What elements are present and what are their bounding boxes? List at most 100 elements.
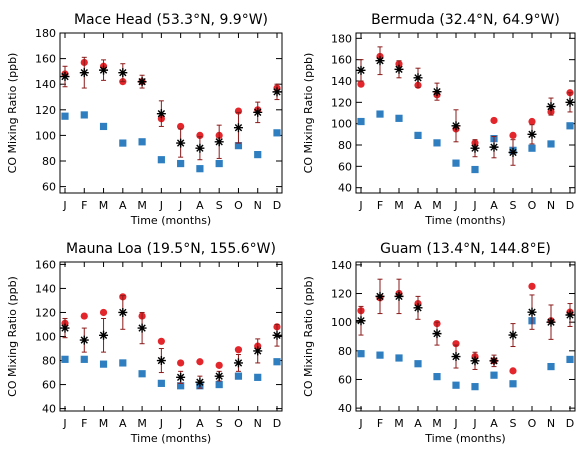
- data-point-square: [138, 370, 146, 378]
- x-tick-label: N: [254, 199, 262, 212]
- data-point-circle: [528, 282, 536, 290]
- y-axis-label: CO Mixing Ratio (ppb): [6, 53, 19, 174]
- x-tick-label: F: [377, 417, 383, 430]
- y-tick-label: 160: [331, 54, 352, 67]
- x-tick-label: O: [528, 199, 537, 212]
- data-point-star: [195, 377, 205, 387]
- data-point-star: [253, 107, 263, 117]
- data-point-square: [395, 354, 403, 362]
- y-axis-label: CO Mixing Ratio (ppb): [302, 276, 315, 397]
- data-point-star: [470, 143, 480, 153]
- data-point-square: [215, 380, 223, 389]
- x-tick-label: A: [414, 417, 422, 430]
- x-tick-label: D: [566, 417, 574, 430]
- x-tick-label: S: [216, 417, 223, 430]
- x-tick-label: A: [196, 199, 204, 212]
- x-tick-label: O: [234, 417, 243, 430]
- y-tick-label: 60: [338, 160, 352, 173]
- data-point-star: [375, 56, 385, 66]
- data-point-star: [356, 65, 366, 75]
- x-tick-label: J: [159, 199, 163, 212]
- data-point-square: [254, 373, 262, 381]
- data-point-star: [156, 356, 166, 366]
- x-tick-label: J: [62, 417, 66, 430]
- plot-frame: [59, 32, 283, 194]
- data-point-circle: [357, 80, 365, 88]
- y-tick-label: 180: [35, 27, 56, 40]
- x-tick-label: S: [216, 199, 223, 212]
- y-tick-label: 140: [331, 259, 352, 272]
- x-tick-label: O: [528, 417, 537, 430]
- data-point-star: [489, 142, 499, 152]
- x-tick-label: F: [81, 417, 87, 430]
- data-point-star: [508, 147, 518, 157]
- data-point-star: [432, 329, 442, 339]
- x-tick-label: A: [119, 417, 127, 430]
- data-point-star: [272, 330, 282, 340]
- data-point-square: [119, 139, 127, 147]
- data-point-circle: [80, 312, 88, 320]
- data-point-circle: [509, 367, 517, 375]
- x-tick-label: A: [196, 417, 204, 430]
- y-tick-label: 80: [42, 355, 56, 368]
- x-tick-label: J: [358, 417, 362, 430]
- data-point-square: [566, 122, 574, 130]
- data-point-star: [60, 72, 70, 82]
- y-tick-label: 160: [35, 53, 56, 66]
- plot-frame: [355, 32, 576, 194]
- x-tick-label: M: [394, 417, 404, 430]
- data-point-star: [527, 307, 537, 317]
- y-tick-label: 160: [35, 258, 56, 271]
- data-point-star: [214, 371, 224, 381]
- data-point-star: [60, 323, 70, 333]
- data-point-square: [471, 383, 479, 391]
- y-tick-label: 80: [338, 139, 352, 152]
- data-point-square: [528, 144, 536, 152]
- data-point-circle: [157, 337, 165, 345]
- chart-panel-1: Bermuda (32.4°N, 64.9°W) 40 60 80 100 120 140 1…: [302, 12, 576, 227]
- data-point-star: [451, 352, 461, 362]
- data-point-star: [79, 335, 89, 345]
- data-point-star: [546, 102, 556, 112]
- x-tick-label: F: [81, 199, 87, 212]
- y-tick-label: 100: [331, 316, 352, 329]
- data-point-square: [471, 165, 479, 174]
- data-point-square: [273, 358, 281, 366]
- data-point-square: [547, 362, 555, 371]
- data-point-square: [566, 355, 574, 364]
- x-tick-label: D: [273, 199, 281, 212]
- data-point-square: [99, 360, 108, 368]
- plot-frame: [59, 261, 283, 412]
- x-tick-label: A: [119, 199, 127, 212]
- x-tick-label: N: [254, 417, 262, 430]
- x-tick-label: N: [547, 417, 555, 430]
- y-tick-label: 100: [35, 331, 56, 344]
- x-tick-label: J: [358, 199, 362, 212]
- x-tick-label: M: [99, 417, 109, 430]
- x-tick-label: J: [159, 417, 163, 430]
- y-tick-label: 60: [42, 181, 56, 194]
- data-point-star: [156, 109, 166, 119]
- y-tick-label: 40: [42, 403, 56, 416]
- y-tick-label: 140: [331, 75, 352, 88]
- data-point-star: [233, 123, 243, 133]
- chart-title: Bermuda (32.4°N, 64.9°W): [371, 12, 560, 28]
- x-tick-label: D: [566, 199, 574, 212]
- y-tick-label: 80: [338, 345, 352, 358]
- y-tick-label: 40: [338, 182, 352, 195]
- x-tick-label: M: [394, 199, 404, 212]
- x-tick-label: O: [234, 199, 243, 212]
- data-point-star: [375, 291, 385, 301]
- y-tick-label: 60: [338, 373, 352, 386]
- x-tick-label: S: [510, 417, 517, 430]
- data-point-square: [357, 350, 365, 358]
- data-point-star: [176, 372, 186, 382]
- chart-panel-2: Mauna Loa (19.5°N, 155.6°W) 40 60 80 100 120 1…: [6, 241, 283, 445]
- data-point-circle: [196, 358, 204, 366]
- data-point-star: [470, 356, 480, 366]
- data-point-square: [273, 129, 281, 137]
- x-tick-label: J: [472, 199, 476, 212]
- data-point-square: [376, 110, 384, 118]
- x-tick-label: F: [377, 199, 383, 212]
